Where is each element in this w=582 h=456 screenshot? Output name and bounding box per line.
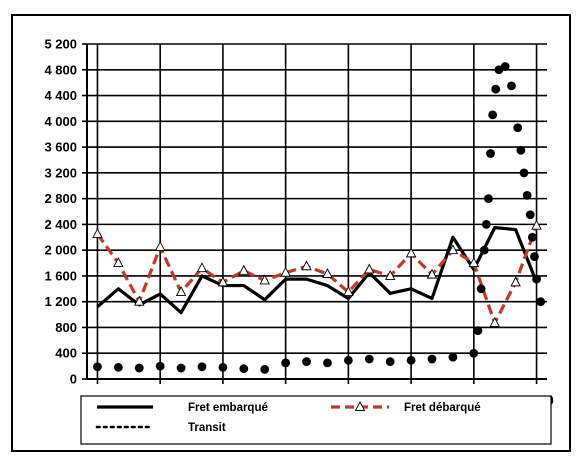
series-transit-point <box>281 358 291 368</box>
series-fret-debarque-marker <box>322 268 333 278</box>
series-fret-debarque-marker <box>217 276 229 287</box>
series-transit-point <box>218 363 228 372</box>
series-transit-point <box>536 297 546 307</box>
series-fret-debarque-marker <box>426 268 438 279</box>
series-fret-debarque-marker <box>92 228 103 238</box>
legend: Fret embarqué Fret débarqué Transit <box>80 395 552 445</box>
series-fret-embarque-line <box>96 226 539 315</box>
series-transit-point <box>260 364 270 374</box>
y-tick-label: 4 000 <box>44 114 77 129</box>
series-transit-point <box>469 348 479 358</box>
series-transit-point <box>323 358 332 368</box>
series-transit-point <box>385 357 395 367</box>
series-transit-point <box>476 284 486 294</box>
series-fret-debarque-marker <box>510 276 521 287</box>
series-transit-point <box>532 274 541 284</box>
series-transit-point <box>481 219 491 229</box>
series-fret-debarque-marker <box>196 262 208 273</box>
series-fret-debarque-line <box>96 225 539 325</box>
series-transit-point <box>484 194 493 204</box>
y-tick-label: 5 200 <box>44 37 77 52</box>
series-transit-point <box>155 361 165 371</box>
series-fret-debarque-marker <box>343 286 354 296</box>
y-tick-label: 400 <box>55 346 77 361</box>
series-transit-point <box>93 362 102 372</box>
series-transit-point <box>113 363 123 372</box>
series-fret-debarque-marker <box>238 264 250 275</box>
series-fret-debarque-marker <box>489 316 500 327</box>
series-transit-point <box>527 232 537 242</box>
y-tick-label: 2 400 <box>44 217 77 232</box>
axes <box>86 44 547 380</box>
legend-label-fret-debarque: Fret débarqué <box>404 402 481 414</box>
series-transit-point <box>513 123 523 133</box>
series-fret-debarque-marker <box>405 247 417 258</box>
series-transit-point <box>500 62 510 71</box>
series-transit-point <box>176 363 186 373</box>
y-tick-label: 1 600 <box>44 268 77 283</box>
y-tick-label: 4 400 <box>44 88 77 103</box>
legend-label-fret-embarque: Fret embarqué <box>188 402 268 414</box>
series-fret-debarque-marker <box>384 269 396 280</box>
series-fret-debarque-marker <box>531 219 542 230</box>
series-layer <box>92 62 546 374</box>
series-transit-point <box>302 357 311 367</box>
legend-box <box>80 395 552 445</box>
line-chart: 0 400 800 1 200 1 600 2 000 2 400 2 800 3 200 3 6… <box>44 37 554 445</box>
y-tick-label: 0 <box>70 372 77 387</box>
series-transit-point <box>522 190 532 200</box>
legend-marker-fret-debarque <box>354 401 366 411</box>
y-tick-label: 4 800 <box>44 62 77 77</box>
series-fret-debarque-marker <box>280 266 291 277</box>
series-fret-debarque-marker <box>468 257 480 267</box>
series-transit-point <box>491 84 501 94</box>
series-fret-debarque-marker <box>364 263 375 274</box>
chart-frame: 0 400 800 1 200 1 600 2 000 2 400 2 800 3 200 3 6… <box>11 14 571 452</box>
series-transit-point <box>239 364 249 374</box>
series-transit-point <box>519 168 529 178</box>
y-axis-ticks: 0 400 800 1 200 1 600 2 000 2 400 2 800 3 200 3 6… <box>44 37 87 387</box>
series-fret-debarque-marker <box>154 240 166 251</box>
series-transit-point <box>486 149 495 158</box>
y-tick-label: 3 200 <box>44 165 77 180</box>
series-fret-debarque-marker <box>259 274 270 285</box>
series-transit-point <box>473 326 483 336</box>
series-transit-point <box>525 210 535 220</box>
series-transit-point <box>134 363 144 373</box>
series-transit-point <box>427 354 437 364</box>
series-transit-point <box>479 245 489 255</box>
series-fret-debarque-marker <box>301 260 312 271</box>
y-tick-label: 800 <box>55 320 77 335</box>
series-transit-point <box>530 252 539 261</box>
series-transit-point <box>448 352 458 362</box>
series-transit-point <box>197 362 207 372</box>
series-transit-point <box>507 81 516 91</box>
series-transit-point <box>364 354 374 364</box>
series-fret-debarque-marker <box>447 244 459 255</box>
y-tick-label: 3 600 <box>44 140 77 155</box>
y-tick-label: 2 800 <box>44 191 77 206</box>
y-tick-label: 2 000 <box>44 243 77 258</box>
y-tick-label: 1 200 <box>44 294 77 309</box>
series-fret-debarque-marker <box>134 295 145 306</box>
series-transit-point <box>488 110 498 120</box>
legend-label-transit: Transit <box>188 422 226 434</box>
series-fret-debarque-marker <box>113 257 124 267</box>
grid <box>87 43 547 379</box>
series-transit-point <box>343 355 353 365</box>
series-fret-debarque-marker <box>175 286 187 296</box>
series-transit-point <box>516 145 526 155</box>
series-transit-point <box>406 355 416 365</box>
